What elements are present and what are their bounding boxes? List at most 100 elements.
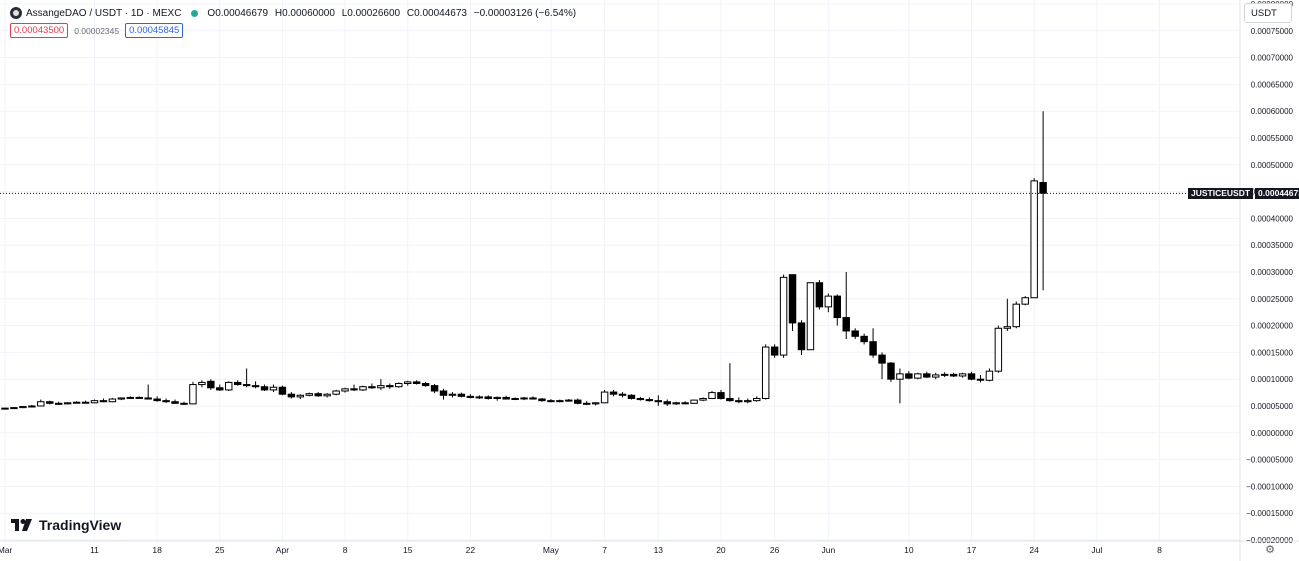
x-axis-tick-label: 15 xyxy=(403,545,413,555)
candle-body xyxy=(162,400,170,403)
candle-body xyxy=(260,386,269,391)
candle-body xyxy=(905,373,913,379)
candle-body xyxy=(484,396,492,399)
candle-body xyxy=(672,402,680,405)
currency-selector[interactable]: USDT xyxy=(1244,3,1292,23)
x-axis-tick-label: 18 xyxy=(152,545,162,555)
candle-body xyxy=(287,393,296,398)
currency-selector-label: USDT xyxy=(1251,7,1277,19)
candle-body xyxy=(153,398,161,402)
candle-body xyxy=(932,374,940,378)
candle-body xyxy=(386,385,394,388)
spread-value: 0.00002345 xyxy=(74,25,120,36)
x-axis-tick-label: 25 xyxy=(215,545,225,555)
candle-body xyxy=(538,398,546,402)
candle-body xyxy=(1,407,9,410)
candle-body xyxy=(430,385,439,392)
candle-body xyxy=(591,402,600,405)
candle-body xyxy=(761,346,770,399)
y-axis-tick-label: 0.00050000 xyxy=(1251,161,1294,170)
bid-ask-row: 0.00043500 0.00002345 0.00045845 xyxy=(10,23,184,38)
candle-body xyxy=(63,402,72,405)
candle-body xyxy=(135,396,143,399)
tradingview-logo[interactable]: TradingView xyxy=(11,517,121,533)
candle-body xyxy=(896,373,904,380)
candle-body xyxy=(985,370,994,381)
candle-body xyxy=(37,401,45,407)
candle-body xyxy=(824,295,833,308)
y-axis-tick-label: 0.00070000 xyxy=(1251,54,1294,63)
open-label: O xyxy=(207,7,216,19)
y-axis-tick-label: −0.00010000 xyxy=(1246,482,1293,491)
y-axis-tick-label: 0.00040000 xyxy=(1251,214,1294,223)
y-axis-tick-label: 0.00055000 xyxy=(1251,134,1294,143)
candle-body xyxy=(851,330,859,337)
candle-body xyxy=(421,382,430,387)
candle-body xyxy=(403,381,412,384)
candle-body xyxy=(278,386,287,395)
sell-price-button[interactable]: 0.00043500 xyxy=(10,23,69,38)
candle-body xyxy=(887,362,895,380)
candle-body xyxy=(529,397,537,400)
candle-body xyxy=(216,387,224,391)
candle-body xyxy=(815,282,824,308)
x-axis-tick-label: Mar xyxy=(0,545,12,555)
x-axis-tick-label: 22 xyxy=(466,545,476,555)
candle-body xyxy=(940,373,949,376)
last-price-symbol: JUSTICEUSDT xyxy=(1188,187,1254,199)
candle-body xyxy=(233,381,242,386)
candle-body xyxy=(108,398,117,403)
x-axis-tick-label: 20 xyxy=(716,545,726,555)
candle-body xyxy=(180,402,188,405)
candle-body xyxy=(1012,303,1020,328)
symbol-title[interactable]: AssangeDAO / USDT · 1D · MEXC xyxy=(26,7,182,19)
candle-body xyxy=(645,399,654,402)
x-axis-tick-label: Jun xyxy=(821,545,835,555)
candle-body xyxy=(967,373,976,380)
y-axis-tick-label: 0.00025000 xyxy=(1251,295,1294,304)
candle-body xyxy=(860,335,868,343)
high-value: 0.00060000 xyxy=(282,7,335,19)
y-axis-tick-label: 0.00000000 xyxy=(1251,429,1294,438)
candle-body xyxy=(949,373,958,377)
candle-body xyxy=(1039,181,1047,194)
candle-body xyxy=(699,397,707,401)
y-axis-tick-label: 0.00015000 xyxy=(1251,348,1294,357)
candle-body xyxy=(475,396,484,399)
y-axis-tick-label: 0.00010000 xyxy=(1251,375,1294,384)
candle-body xyxy=(198,381,206,386)
candle-body xyxy=(976,378,985,381)
symbol-legend: AssangeDAO / USDT · 1D · MEXC O0.0004667… xyxy=(10,5,576,21)
candle-body xyxy=(994,327,1003,372)
x-axis-tick-label: 7 xyxy=(602,545,607,555)
x-axis-tick-label: May xyxy=(543,545,560,555)
buy-price-button[interactable]: 0.00045845 xyxy=(125,23,184,38)
y-axis-tick-label: 0.00005000 xyxy=(1251,402,1294,411)
candle-body xyxy=(242,384,251,387)
candle-body xyxy=(296,394,305,398)
candle-body xyxy=(923,373,931,378)
candle-body xyxy=(1021,297,1029,305)
candle-body xyxy=(753,397,761,402)
candle-body xyxy=(189,384,197,405)
gear-icon[interactable]: ⚙ xyxy=(1265,544,1275,556)
x-axis-tick-label: 26 xyxy=(770,545,780,555)
change-value: −0.00003126 (−6.54%) xyxy=(473,7,577,19)
candle-body xyxy=(708,392,716,399)
x-axis-tick-label: 17 xyxy=(967,545,977,555)
candle-body xyxy=(144,397,152,400)
candle-body xyxy=(126,396,135,399)
candle-body xyxy=(207,380,215,389)
candle-body xyxy=(323,393,331,397)
candle-body xyxy=(636,397,645,401)
candle-body xyxy=(520,397,528,400)
candle-body xyxy=(582,402,591,405)
x-axis-tick-label: Apr xyxy=(276,545,289,555)
candle-body xyxy=(457,393,466,397)
candle-body xyxy=(19,406,27,409)
brand-name: TradingView xyxy=(39,517,122,533)
candle-body xyxy=(869,341,877,356)
candle-body xyxy=(28,405,36,408)
